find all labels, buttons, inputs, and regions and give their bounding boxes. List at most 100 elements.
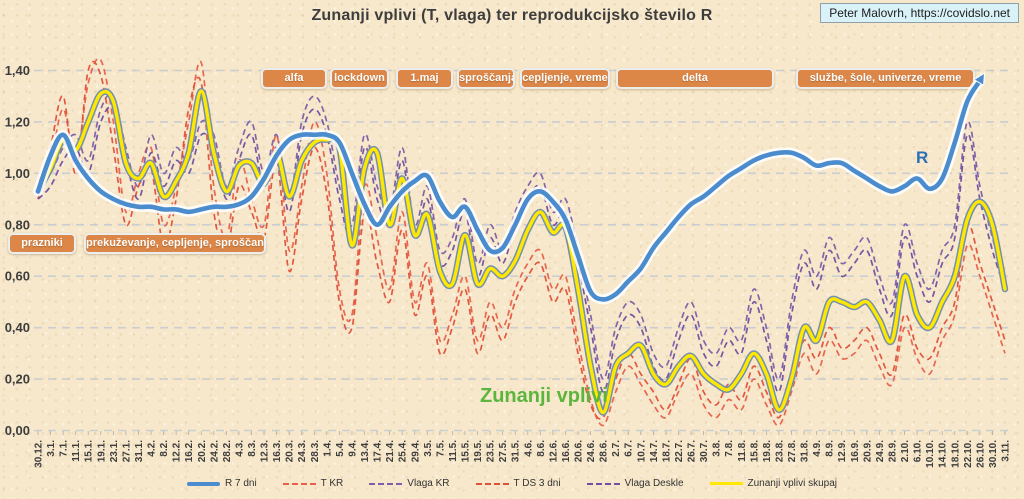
chart-legend: R 7 dni T KR Vlaga KR T DS 3 dni Vlaga Deskl… (0, 478, 1024, 489)
legend-line-sample (282, 482, 316, 485)
event-box-0: alfa (261, 68, 327, 89)
x-tick-label: 28.3. (310, 440, 321, 462)
x-tick-label: 4.9. (812, 440, 823, 457)
x-tick-label: 14.10. (938, 440, 949, 468)
x-tick-label: 11.1. (71, 440, 82, 462)
x-tick-label: 1.4. (322, 440, 333, 457)
x-tick-label: 3.5. (423, 440, 434, 457)
x-tick-label: 23.5. (486, 440, 497, 462)
x-tick-label: 29.4. (410, 440, 421, 462)
x-tick-label: 28.9. (887, 440, 898, 462)
legend-label: Vlaga Deskle (624, 478, 684, 489)
x-tick-label: 7.1. (59, 440, 70, 457)
x-tick-label: 12.9. (837, 440, 848, 462)
series-vlaga-kr (37, 93, 1006, 380)
x-tick-label: 24.9. (875, 440, 886, 462)
x-tick-label: 9.4. (347, 440, 358, 457)
x-tick-label: 28.6. (599, 440, 610, 462)
y-tick-label: 1,00 (5, 166, 30, 181)
x-tick-label: 20.9. (862, 440, 873, 462)
x-tick-label: 22.7. (674, 440, 685, 462)
x-tick-label: 2.10. (900, 440, 911, 462)
series-t-ds-3-dni (37, 60, 1006, 420)
x-tick-label: 10.10. (925, 440, 936, 468)
legend-line-sample (586, 482, 620, 485)
series-zunanji-vplivi-skupaj (36, 89, 1007, 415)
x-tick-label: 16.2. (184, 440, 195, 462)
x-tick-label: 27.1. (121, 440, 132, 462)
x-tick-label: 11.8. (737, 440, 748, 462)
event-box-8: prekuževanje, cepljenje, sproščanje (84, 233, 266, 254)
legend-item-t-kr: T KR (282, 478, 344, 489)
y-tick-label: 0,40 (5, 320, 30, 335)
x-tick-label: 6.10. (913, 440, 924, 462)
x-tick-label: 28.2. (222, 440, 233, 462)
legend-line-sample (369, 482, 403, 485)
y-tick-label: 1,20 (5, 114, 30, 129)
legend-item-t-ds-3-dni: T DS 3 dni (475, 478, 561, 489)
legend-item-r-7-dni: R 7 dni (186, 478, 257, 489)
x-tick-label: 5.4. (335, 440, 346, 457)
legend-line-sample (475, 482, 509, 485)
x-tick-label: 19.1. (96, 440, 107, 462)
series-t-kr (37, 57, 1006, 427)
x-tick-label: 15.8. (749, 440, 760, 462)
x-tick-label: 23.1. (109, 440, 120, 462)
x-tick-label: 22.10. (963, 440, 974, 468)
event-box-2: 1.maj (396, 68, 453, 89)
legend-label: Vlaga KR (407, 478, 450, 489)
x-tick-label: 27.8. (787, 440, 798, 462)
x-tick-label: 12.3. (260, 440, 271, 462)
x-tick-label: 17.4. (373, 440, 384, 462)
x-tick-label: 15.1. (84, 440, 95, 462)
event-box-5: delta (616, 68, 774, 89)
event-box-1: lockdown (330, 68, 389, 89)
y-tick-label: 0,00 (5, 423, 30, 438)
x-tick-label: 15.5. (460, 440, 471, 462)
external-influences-annotation: Zunanji vplivi (480, 385, 608, 407)
x-tick-label: 24.2. (209, 440, 220, 462)
x-tick-label: 24.3. (297, 440, 308, 462)
x-tick-label: 18.10. (950, 440, 961, 468)
x-tick-label: 8.9. (825, 440, 836, 457)
x-tick-label: 4.3. (234, 440, 245, 457)
x-tick-label: 7.5. (435, 440, 446, 457)
attribution-badge[interactable]: Peter Malovrh, https://covidslo.net (820, 3, 1019, 23)
x-tick-label: 14.7. (649, 440, 660, 462)
x-tick-label: 27.5. (498, 440, 509, 462)
x-tick-label: 18.7. (661, 440, 672, 462)
x-tick-label: 30.10. (988, 440, 999, 468)
x-tick-label: 24.6. (586, 440, 597, 462)
series-r-7-dni (35, 78, 983, 302)
x-tick-label: 26.10. (975, 440, 986, 468)
x-tick-label: 10.7. (636, 440, 647, 462)
x-tick-label: 20.6. (574, 440, 585, 462)
x-tick-label: 4.2. (147, 440, 158, 457)
legend-line-sample (186, 481, 220, 486)
x-tick-label: 3.8. (712, 440, 723, 457)
series-glow (33, 75, 985, 305)
page-title: Zunanji vplivi (T, vlaga) ter reprodukci… (311, 7, 713, 24)
x-tick-label: 26.7. (687, 440, 698, 462)
x-tick-label: 30.7. (699, 440, 710, 462)
series-outline (34, 87, 1009, 416)
legend-line-sample (709, 482, 743, 485)
x-tick-label: 8.6. (536, 440, 547, 457)
x-tick-label: 12.6. (548, 440, 559, 462)
x-tick-label: 19.5. (473, 440, 484, 462)
x-tick-label: 16.9. (850, 440, 861, 462)
y-tick-label: 1,40 (5, 63, 30, 78)
legend-label: T KR (320, 478, 344, 489)
x-tick-label: 6.7. (624, 440, 635, 457)
legend-label: R 7 dni (224, 478, 257, 489)
x-tick-label: 3.1. (46, 440, 57, 457)
x-tick-label: 13.4. (360, 440, 371, 462)
x-tick-label: 21.4. (385, 440, 396, 462)
x-tick-label: 8.3. (247, 440, 258, 457)
series-vlaga-deskle (37, 106, 1006, 393)
r-series-annotation: R (916, 148, 929, 167)
